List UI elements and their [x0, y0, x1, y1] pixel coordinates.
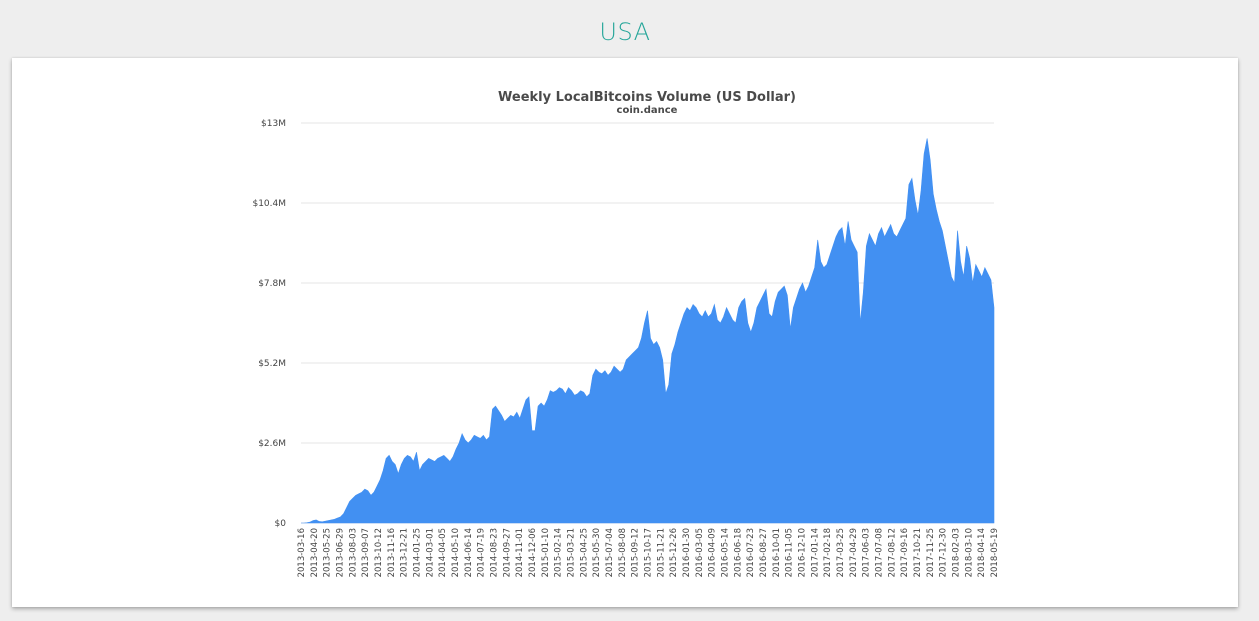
x-tick-label: 2013-04-20 — [310, 528, 320, 577]
x-tick-label: 2015-02-14 — [554, 528, 564, 577]
x-tick-label: 2017-08-12 — [887, 528, 897, 577]
x-tick-label: 2017-04-29 — [849, 528, 859, 577]
y-tick-label: $2.6M — [258, 439, 286, 449]
x-tick-label: 2014-01-25 — [413, 528, 423, 577]
x-tick-label: 2015-10-17 — [644, 528, 654, 577]
x-tick-label: 2017-09-16 — [900, 528, 910, 577]
x-tick-label: 2015-08-08 — [618, 528, 628, 577]
x-tick-label: 2016-03-05 — [695, 528, 705, 577]
x-tick-label: 2014-06-14 — [464, 528, 474, 577]
chart-title: Weekly LocalBitcoins Volume (US Dollar) — [498, 90, 796, 105]
x-tick-label: 2013-10-12 — [374, 528, 384, 577]
x-tick-label: 2017-11-25 — [926, 528, 936, 577]
page-title: USA — [599, 18, 651, 46]
x-tick-label: 2015-05-30 — [592, 528, 602, 577]
x-tick-label: 2013-09-07 — [361, 528, 371, 577]
y-axis: $0 $2.6M $5.2M $7.8M $10.4M $13M — [252, 119, 286, 529]
x-tick-label: 2016-07-23 — [746, 528, 756, 577]
x-tick-label: 2014-09-27 — [502, 528, 512, 577]
y-tick-label: $13M — [261, 119, 286, 129]
x-tick-label: 2016-04-09 — [708, 528, 718, 577]
x-tick-label: 2017-03-25 — [836, 528, 846, 577]
x-tick-label: 2016-05-14 — [721, 528, 731, 577]
chart-subtitle: coin.dance — [617, 105, 678, 116]
x-tick-label: 2016-10-01 — [772, 528, 782, 577]
x-tick-label: 2017-10-21 — [913, 528, 923, 577]
y-tick-label: $0 — [275, 519, 287, 529]
x-tick-label: 2014-12-06 — [528, 528, 538, 577]
x-tick-label: 2015-01-10 — [541, 528, 551, 577]
x-axis: 2013-03-16 2013-04-20 2013-05-25 2013-06-29… — [297, 528, 1000, 577]
volume-chart: Weekly LocalBitcoins Volume (US Dollar) … — [252, 90, 1000, 577]
x-tick-label: 2016-06-18 — [733, 528, 743, 577]
x-tick-label: 2016-01-30 — [682, 528, 692, 577]
x-tick-label: 2014-07-19 — [477, 528, 487, 577]
x-tick-label: 2013-08-03 — [348, 528, 358, 577]
x-tick-label: 2015-09-12 — [631, 528, 641, 577]
x-tick-label: 2014-11-01 — [515, 528, 525, 577]
x-tick-label: 2013-03-16 — [297, 528, 307, 577]
x-tick-label: 2015-12-26 — [669, 528, 679, 577]
chart-card: Weekly LocalBitcoins Volume (US Dollar) … — [12, 58, 1238, 607]
plot-area — [301, 138, 995, 524]
y-tick-label: $10.4M — [252, 199, 286, 209]
x-tick-label: 2013-12-21 — [400, 528, 410, 577]
x-tick-label: 2018-04-14 — [977, 528, 987, 577]
x-tick-label: 2013-05-25 — [323, 528, 333, 577]
x-tick-label: 2018-05-19 — [990, 528, 1000, 577]
x-tick-label: 2015-11-21 — [656, 528, 666, 577]
y-tick-label: $5.2M — [258, 359, 286, 369]
x-tick-label: 2017-12-30 — [939, 528, 949, 577]
x-tick-label: 2014-04-05 — [438, 528, 448, 577]
x-tick-label: 2013-11-16 — [387, 528, 397, 577]
x-tick-label: 2014-05-10 — [451, 528, 461, 577]
x-tick-label: 2015-07-04 — [605, 528, 615, 577]
x-tick-label: 2016-11-05 — [785, 528, 795, 577]
x-tick-label: 2015-04-25 — [579, 528, 589, 577]
x-tick-label: 2017-01-14 — [810, 528, 820, 577]
x-tick-label: 2016-12-10 — [798, 528, 808, 577]
x-tick-label: 2014-08-23 — [490, 528, 500, 577]
x-tick-label: 2013-06-29 — [336, 528, 346, 577]
x-tick-label: 2015-03-21 — [567, 528, 577, 577]
y-tick-label: $7.8M — [258, 279, 286, 289]
x-tick-label: 2017-02-18 — [823, 528, 833, 577]
x-tick-label: 2014-03-01 — [425, 528, 435, 577]
x-tick-label: 2017-07-08 — [875, 528, 885, 577]
x-tick-label: 2018-02-03 — [952, 528, 962, 577]
x-tick-label: 2018-03-10 — [964, 528, 974, 577]
volume-area-series — [301, 138, 995, 524]
x-tick-label: 2017-06-03 — [862, 528, 872, 577]
x-tick-label: 2016-08-27 — [759, 528, 769, 577]
